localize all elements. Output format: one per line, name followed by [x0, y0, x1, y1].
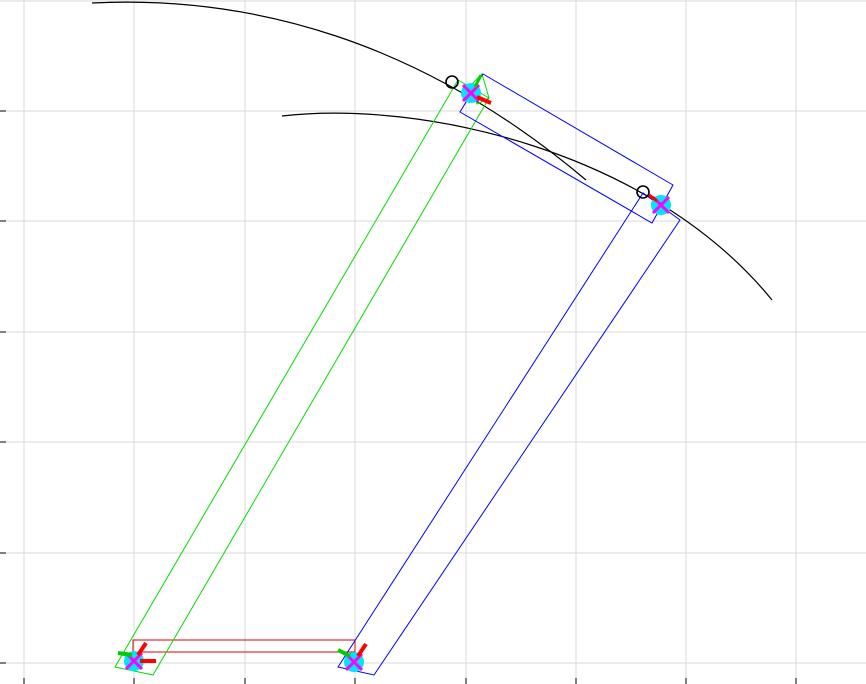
target-circle-icon: [445, 75, 459, 89]
joint-marker-icon: [461, 83, 481, 103]
trajectory-curve-lower: [281, 112, 773, 301]
coordinate-frame-icon: [337, 642, 368, 658]
base-link: [132, 639, 356, 653]
trajectory-curve-upper: [91, 1, 587, 181]
coordinate-frame-icon: [117, 641, 156, 663]
link-arm-left: [114, 79, 490, 676]
link-arm-right: [337, 192, 681, 676]
axis-ticks: [0, 110, 797, 684]
target-circle-icon: [636, 185, 650, 199]
link-coupler: [459, 73, 674, 224]
coordinate-frame-icon: [473, 74, 492, 105]
coordinate-frame-icon: [648, 193, 658, 203]
